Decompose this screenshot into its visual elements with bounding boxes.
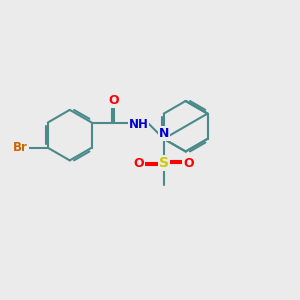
Text: O: O [109, 94, 119, 107]
Text: N: N [159, 127, 169, 140]
Text: Br: Br [13, 141, 28, 154]
Text: S: S [159, 156, 169, 170]
Text: O: O [183, 157, 194, 170]
Text: NH: NH [129, 118, 148, 131]
Text: O: O [134, 157, 144, 170]
